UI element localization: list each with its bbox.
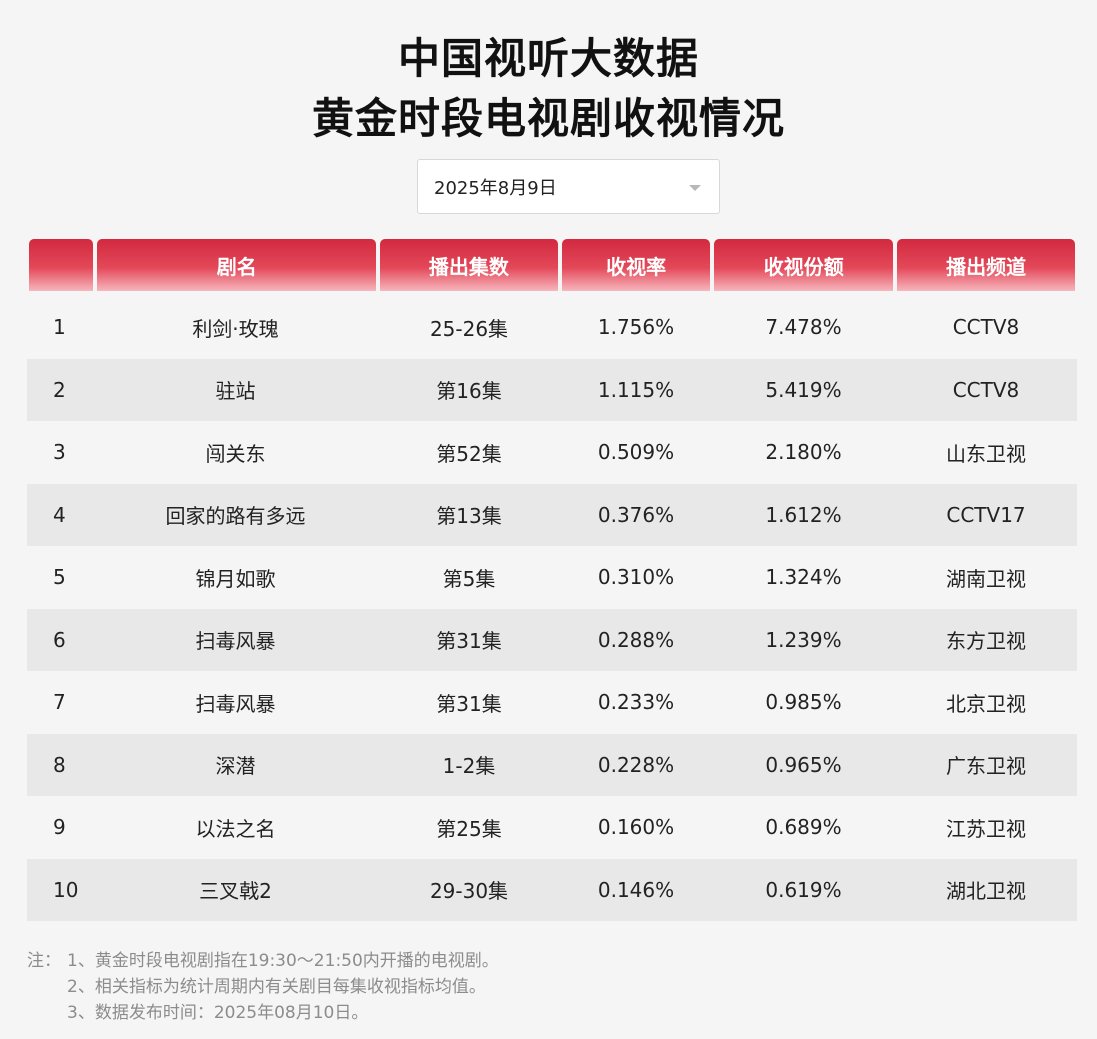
header-episodes: 播出集数 <box>379 239 558 291</box>
cell-rank: 5 <box>53 565 66 590</box>
cell-share: 7.478% <box>765 315 842 340</box>
cell-rank: 8 <box>53 752 66 777</box>
cell-channel: 湖南卫视 <box>946 566 1026 591</box>
cell-share: 5.419% <box>765 377 842 402</box>
cell-episodes: 第5集 <box>442 566 496 591</box>
cell-episodes: 第13集 <box>436 504 502 529</box>
cell-channel: CCTV8 <box>952 315 1020 340</box>
cell-rating: 1.115% <box>597 377 675 402</box>
cell-rating: 0.288% <box>597 627 675 652</box>
cell-share: 0.619% <box>765 877 842 902</box>
cell-episodes: 第31集 <box>436 629 502 654</box>
cell-share: 1.324% <box>765 565 842 590</box>
page-title-line1: 中国视听大数据 <box>397 34 699 83</box>
table-row: 6 扫毒风暴 第31集 0.288% 1.239% 东方卫视 <box>27 608 1077 671</box>
table-row: 3 闯关东 第52集 0.509% 2.180% 山东卫视 <box>27 421 1077 484</box>
cell-rating: 0.233% <box>597 690 675 715</box>
footnote-3: 3、数据发布时间：2025年08月10日。 <box>67 1003 369 1023</box>
cell-share: 0.965% <box>765 752 842 777</box>
footnote-1: 注： 1、黄金时段电视剧指在19:30～21:50内开播的电视剧。 <box>27 948 499 974</box>
cell-channel: CCTV17 <box>946 502 1026 527</box>
cell-share: 2.180% <box>765 440 842 465</box>
table-row: 1 利剑·玫瑰 25-26集 1.756% 7.478% CCTV8 <box>27 296 1077 359</box>
cell-rating: 0.310% <box>597 565 675 590</box>
table-row: 10 三叉戟2 29-30集 0.146% 0.619% 湖北卫视 <box>27 858 1077 921</box>
cell-episodes: 第25集 <box>436 816 502 841</box>
cell-rank: 2 <box>53 377 66 402</box>
header-rank <box>29 239 94 291</box>
cell-share: 0.689% <box>765 815 842 840</box>
table-row: 7 扫毒风暴 第31集 0.233% 0.985% 北京卫视 <box>27 671 1077 734</box>
cell-title: 以法之名 <box>195 816 276 841</box>
cell-title: 深潜 <box>215 754 256 779</box>
header-channel: 播出频道 <box>897 239 1075 291</box>
table-header: 剧名 播出集数 收视率 收视份额 播出频道 <box>27 239 1077 291</box>
cell-rank: 7 <box>53 690 66 715</box>
cell-channel: CCTV8 <box>952 377 1020 402</box>
table-row: 2 驻站 第16集 1.115% 5.419% CCTV8 <box>27 358 1077 421</box>
cell-title: 锦月如歌 <box>195 566 276 591</box>
cell-title: 驻站 <box>215 379 256 404</box>
footnote-text: 1、黄金时段电视剧指在19:30～21:50内开播的电视剧。 <box>67 951 499 971</box>
header-share: 收视份额 <box>714 239 894 291</box>
cell-share: 1.612% <box>765 502 842 527</box>
table-row: 4 回家的路有多远 第13集 0.376% 1.612% CCTV17 <box>27 483 1077 546</box>
table-row: 9 以法之名 第25集 0.160% 0.689% 江苏卫视 <box>27 796 1077 859</box>
ratings-table: 剧名 播出集数 收视率 收视份额 播出频道 1 利剑·玫瑰 25-26集 1.756%… <box>27 239 1077 921</box>
cell-rank: 4 <box>53 502 66 527</box>
table-row: 8 深潜 1-2集 0.228% 0.965% 广东卫视 <box>27 733 1077 796</box>
cell-share: 0.985% <box>765 690 842 715</box>
cell-title: 扫毒风暴 <box>195 629 276 654</box>
footnote-2: 2、相关指标为统计周期内有关剧目每集收视指标均值。 <box>67 977 486 997</box>
footnotes: 注： 1、黄金时段电视剧指在19:30～21:50内开播的电视剧。 2、相关指标为… <box>27 948 499 1026</box>
cell-rating: 0.160% <box>597 815 675 840</box>
cell-title: 利剑·玫瑰 <box>192 316 279 341</box>
cell-rating: 0.509% <box>597 440 675 465</box>
date-select[interactable]: 2025年8月9日 <box>417 159 720 214</box>
cell-rating: 1.756% <box>597 315 675 340</box>
cell-share: 1.239% <box>765 627 842 652</box>
cell-title: 三叉戟2 <box>199 879 272 904</box>
table-row: 5 锦月如歌 第5集 0.310% 1.324% 湖南卫视 <box>27 546 1077 609</box>
cell-rank: 1 <box>53 315 66 340</box>
cell-channel: 江苏卫视 <box>946 816 1026 841</box>
cell-episodes: 第52集 <box>436 441 502 466</box>
cell-rating: 0.146% <box>597 877 675 902</box>
date-select-value: 2025年8月9日 <box>434 177 557 199</box>
cell-episodes: 第31集 <box>436 691 502 716</box>
cell-episodes: 1-2集 <box>442 754 496 779</box>
chevron-down-icon <box>689 185 701 191</box>
footnote-prefix: 注： <box>27 951 61 971</box>
header-title: 剧名 <box>97 239 376 291</box>
cell-channel: 东方卫视 <box>946 629 1026 654</box>
cell-rank: 6 <box>53 627 66 652</box>
cell-episodes: 第16集 <box>436 379 502 404</box>
cell-rank: 10 <box>53 877 79 902</box>
cell-channel: 山东卫视 <box>946 441 1026 466</box>
cell-channel: 湖北卫视 <box>946 879 1026 904</box>
cell-title: 回家的路有多远 <box>165 504 306 529</box>
cell-rank: 3 <box>53 440 66 465</box>
cell-channel: 北京卫视 <box>946 691 1026 716</box>
page-title-line2: 黄金时段电视剧收视情况 <box>311 94 785 143</box>
cell-channel: 广东卫视 <box>946 754 1026 779</box>
cell-rank: 9 <box>53 815 66 840</box>
cell-title: 扫毒风暴 <box>195 691 276 716</box>
cell-title: 闯关东 <box>205 441 266 466</box>
cell-episodes: 25-26集 <box>429 316 509 341</box>
cell-rating: 0.376% <box>597 502 675 527</box>
header-rating: 收视率 <box>561 239 711 291</box>
cell-rating: 0.228% <box>597 752 675 777</box>
cell-episodes: 29-30集 <box>429 879 509 904</box>
